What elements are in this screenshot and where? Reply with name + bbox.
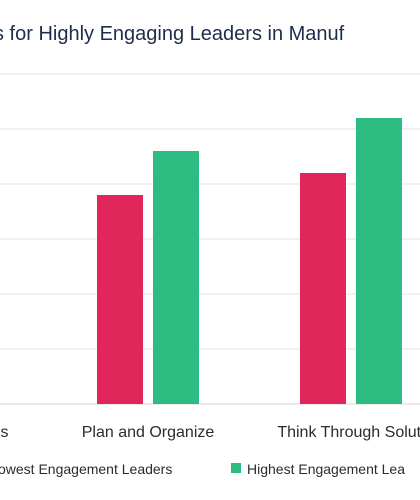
legend-label-lowest: owest Engagement Leaders xyxy=(0,461,172,477)
gridlines xyxy=(0,73,420,405)
legend-swatch-highest xyxy=(231,463,241,473)
bars xyxy=(97,118,402,404)
bar-lowest-1 xyxy=(97,195,143,404)
legend-label-highest: Highest Engagement Lea xyxy=(247,461,405,477)
bar-highest-1 xyxy=(153,151,199,404)
category-labels: es Plan and Organize Think Through Soluti xyxy=(0,424,420,441)
chart-title: s for Highly Engaging Leaders in Manuf xyxy=(0,23,345,45)
legend: owest Engagement Leaders Highest Engagem… xyxy=(0,461,405,477)
category-label: es xyxy=(0,424,8,441)
bar-highest-2 xyxy=(356,118,402,404)
bar-lowest-2 xyxy=(300,173,346,404)
category-label: Plan and Organize xyxy=(82,424,215,441)
category-label: Think Through Soluti xyxy=(277,424,420,441)
